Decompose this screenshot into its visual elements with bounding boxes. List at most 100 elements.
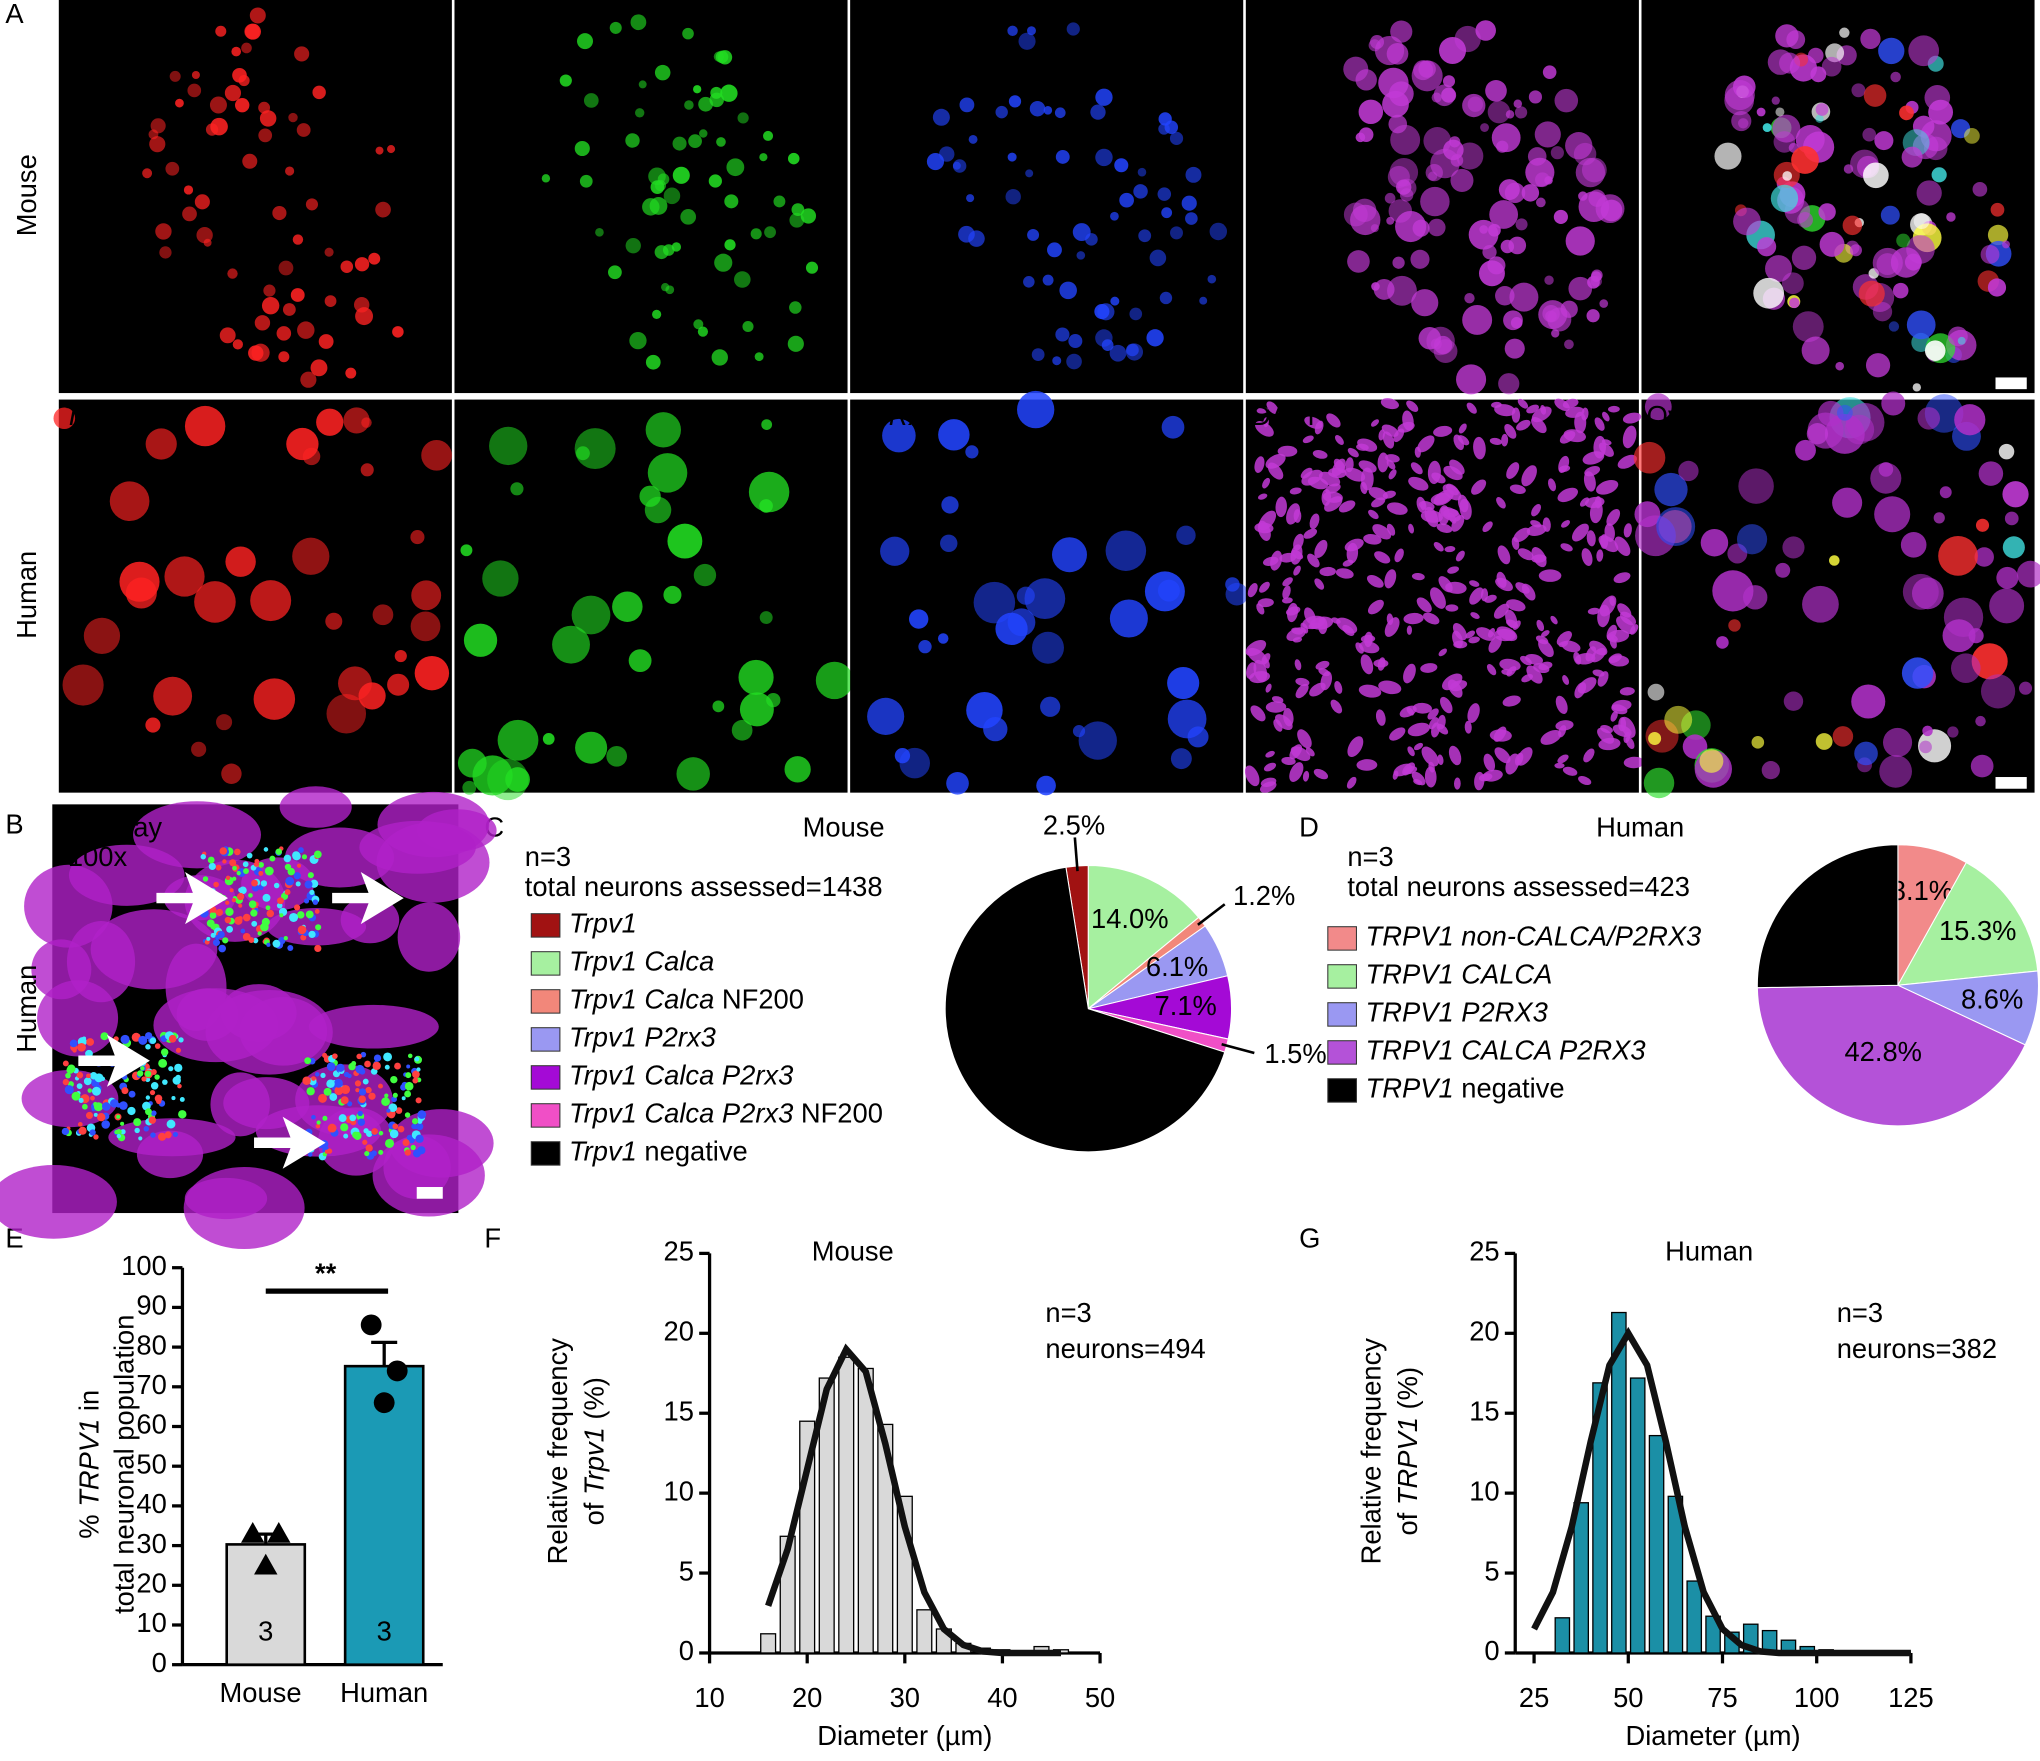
cell-blob <box>965 445 979 459</box>
cell-blob <box>815 661 854 700</box>
cell-blob <box>1879 755 1912 788</box>
cell-blob <box>1832 726 1854 747</box>
cell-blob <box>187 83 202 98</box>
cell-blob <box>1076 251 1086 260</box>
cell-blob <box>880 536 910 566</box>
cell-blob <box>1574 411 1587 434</box>
speckle <box>238 903 243 908</box>
speckle <box>293 904 301 911</box>
speckle <box>248 893 253 898</box>
cell-blob <box>737 112 749 124</box>
cell-blob <box>1109 599 1148 638</box>
speckle <box>248 937 255 944</box>
cell-blob <box>1612 724 1632 737</box>
cell-blob <box>1980 245 2000 264</box>
speckle <box>200 854 206 860</box>
speckle <box>85 1111 94 1119</box>
data-point <box>360 1314 382 1336</box>
speckle <box>158 1058 168 1068</box>
cell-blob <box>1317 617 1328 635</box>
cell-blob <box>1880 205 1900 225</box>
speckle <box>242 932 251 941</box>
speckle <box>397 1125 405 1133</box>
speckle <box>283 935 288 941</box>
cell-blob <box>908 609 929 629</box>
cell-blob <box>1373 659 1389 668</box>
cell-blob <box>1360 467 1374 491</box>
cell-blob <box>680 209 697 225</box>
cell-blob <box>1854 741 1878 766</box>
x-axis-label: Diameter (µm) <box>817 1720 992 1751</box>
cell-blob <box>1411 60 1443 92</box>
cell-blob <box>1583 748 1595 763</box>
cell-blob <box>1489 729 1512 742</box>
cell-blob <box>1355 642 1364 654</box>
cell-blob <box>759 153 768 162</box>
cell-blob <box>354 257 370 272</box>
cell-blob <box>1333 458 1346 473</box>
cell-blob <box>394 649 407 663</box>
cell-blob <box>1308 622 1321 629</box>
cell-blob <box>215 25 227 37</box>
speckle <box>219 847 228 855</box>
cell-blob <box>1845 403 1885 442</box>
cell-blob <box>1392 256 1405 269</box>
cell-blob <box>559 74 572 87</box>
cell-blob <box>1531 554 1547 563</box>
cell-blob <box>754 352 764 362</box>
cell-blob <box>1839 27 1850 38</box>
cell-blob <box>372 604 394 626</box>
speckle <box>412 1077 419 1084</box>
cell-blob <box>629 332 647 350</box>
cell-blob <box>1957 336 1966 345</box>
y-axis-label: total neuronal population <box>109 1315 140 1614</box>
speckle <box>134 1127 140 1134</box>
cell-blob <box>541 174 551 183</box>
cell-blob <box>1331 617 1341 624</box>
cell-blob <box>1881 391 1906 416</box>
cell-blob <box>1733 207 1761 236</box>
cell-blob <box>1513 527 1531 543</box>
cell-blob <box>1289 762 1304 782</box>
speckle <box>269 855 276 862</box>
cell-blob <box>244 23 261 40</box>
chart-title: Human <box>1665 1236 1753 1267</box>
legend-swatch <box>1327 1002 1357 1027</box>
cell-blob <box>1980 674 2016 709</box>
cell-blob <box>410 611 441 642</box>
cell-blob <box>1480 588 1489 602</box>
cell-blob <box>738 659 774 695</box>
speckle <box>138 1035 148 1045</box>
cell-blob <box>1516 419 1531 431</box>
cell-blob <box>372 1134 485 1217</box>
cell-blob <box>1436 523 1453 533</box>
speckle <box>178 1037 184 1043</box>
cell-blob <box>1756 107 1766 117</box>
cell-blob <box>1453 434 1465 451</box>
cell-blob <box>324 247 334 257</box>
cell-blob <box>1648 731 1662 745</box>
cell-blob <box>1468 636 1480 644</box>
micrograph-texture <box>142 7 404 388</box>
cell-blob <box>882 418 916 453</box>
histogram-bar <box>1629 1377 1646 1654</box>
speckle <box>329 1093 338 1101</box>
cell-blob <box>1133 184 1148 199</box>
speckle <box>363 1128 369 1134</box>
cell-blob <box>698 96 713 112</box>
cell-blob <box>2002 481 2029 508</box>
cell-blob <box>1402 410 1414 431</box>
cell-blob <box>787 152 800 165</box>
cell-blob <box>784 756 811 783</box>
cell-blob <box>397 902 461 972</box>
cell-blob <box>583 93 599 108</box>
cell-blob <box>1433 542 1444 552</box>
cell-blob <box>712 700 725 713</box>
cell-blob <box>1008 95 1022 108</box>
cell-blob <box>1334 435 1344 445</box>
y-tick-label: 100 <box>121 1250 167 1281</box>
cell-blob <box>1457 494 1469 513</box>
cell-blob <box>1244 765 1260 787</box>
cell-blob <box>1453 640 1468 649</box>
speckle <box>248 900 257 909</box>
